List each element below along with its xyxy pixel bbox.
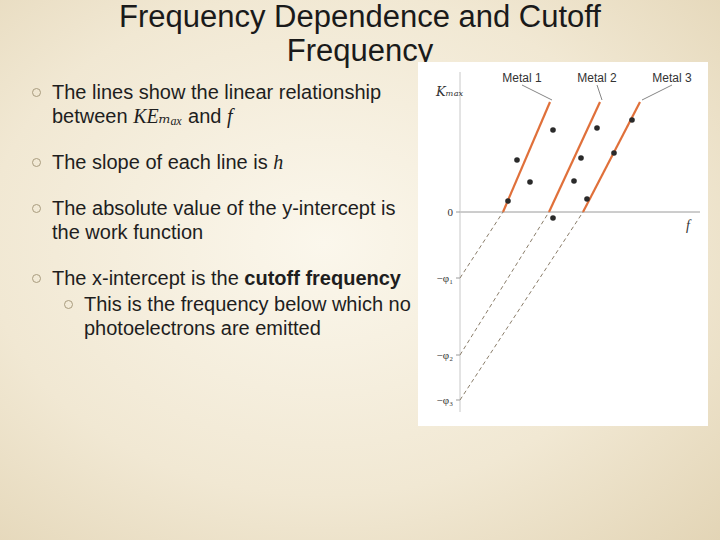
data-point [505, 198, 511, 204]
label-leader [642, 85, 672, 100]
series-label: Metal 1 [502, 71, 542, 85]
y-axis [460, 72, 461, 412]
text-run: The x-intercept is the [52, 267, 244, 289]
data-point [584, 196, 590, 202]
series-label: Metal 3 [652, 71, 692, 85]
bullet-marker [32, 158, 41, 167]
bullet-marker [32, 204, 41, 213]
plot-area [460, 102, 640, 400]
sub-bullet: This is the frequency below which no pho… [52, 292, 412, 340]
data-point [571, 178, 577, 184]
data-point [629, 117, 635, 123]
text-run: KEₘₐₓ [133, 105, 182, 127]
text-run: f [227, 105, 233, 127]
data-point [527, 179, 533, 185]
x-axis [460, 212, 700, 213]
extrapolation-line [460, 212, 583, 400]
bullet-marker [64, 300, 73, 309]
bullet: The absolute value of the y-intercept is… [20, 196, 412, 244]
x-axis-label: f [686, 218, 692, 233]
text-run: The absolute value of the y-intercept is… [52, 197, 396, 243]
data-point [594, 125, 600, 131]
y-tick-label: 0 [448, 206, 454, 218]
bullet-list: The lines show the linear relationship b… [20, 80, 412, 362]
y-tick-label: −φ₂ [437, 349, 454, 361]
bullet-marker [32, 274, 41, 283]
data-point [611, 150, 617, 156]
y-tick-label: −φ₃ [437, 394, 454, 406]
text-run: and [183, 105, 227, 127]
bullet: The slope of each line is h [20, 150, 412, 174]
text-run: cutoff frequency [244, 267, 401, 289]
y-tick-label: −φ₁ [437, 272, 454, 284]
text-run: The slope of each line is [52, 151, 273, 173]
data-point [578, 155, 584, 161]
series-label: Metal 2 [577, 71, 617, 85]
bullet: The x-intercept is the cutoff frequency T… [20, 266, 412, 340]
y-tick [456, 278, 460, 279]
extrapolation-line [460, 212, 503, 278]
label-leader [597, 85, 602, 100]
label-leader [522, 85, 552, 100]
y-tick [456, 400, 460, 401]
data-point [550, 127, 556, 133]
text-run: This is the frequency below which no pho… [84, 293, 411, 339]
y-axis-label: Kₘₐₓ [435, 84, 464, 99]
bullet: The lines show the linear relationship b… [20, 80, 412, 128]
extrapolation-line [460, 212, 549, 355]
y-tick [456, 212, 460, 213]
data-point [514, 157, 520, 163]
fit-line [583, 102, 640, 212]
chart-background [418, 62, 708, 426]
slide-title: Frequency Dependence and Cutoff Frequenc… [60, 0, 660, 68]
text-run: h [273, 151, 283, 173]
y-tick [456, 355, 460, 356]
data-point [550, 215, 556, 221]
fit-line [503, 102, 550, 212]
chart: 0 −φ₁ −φ₂ −φ₃ Kₘₐₓ f Metal 1 Metal 2 Metal 3 [0, 0, 720, 540]
bullet-marker [32, 88, 41, 97]
